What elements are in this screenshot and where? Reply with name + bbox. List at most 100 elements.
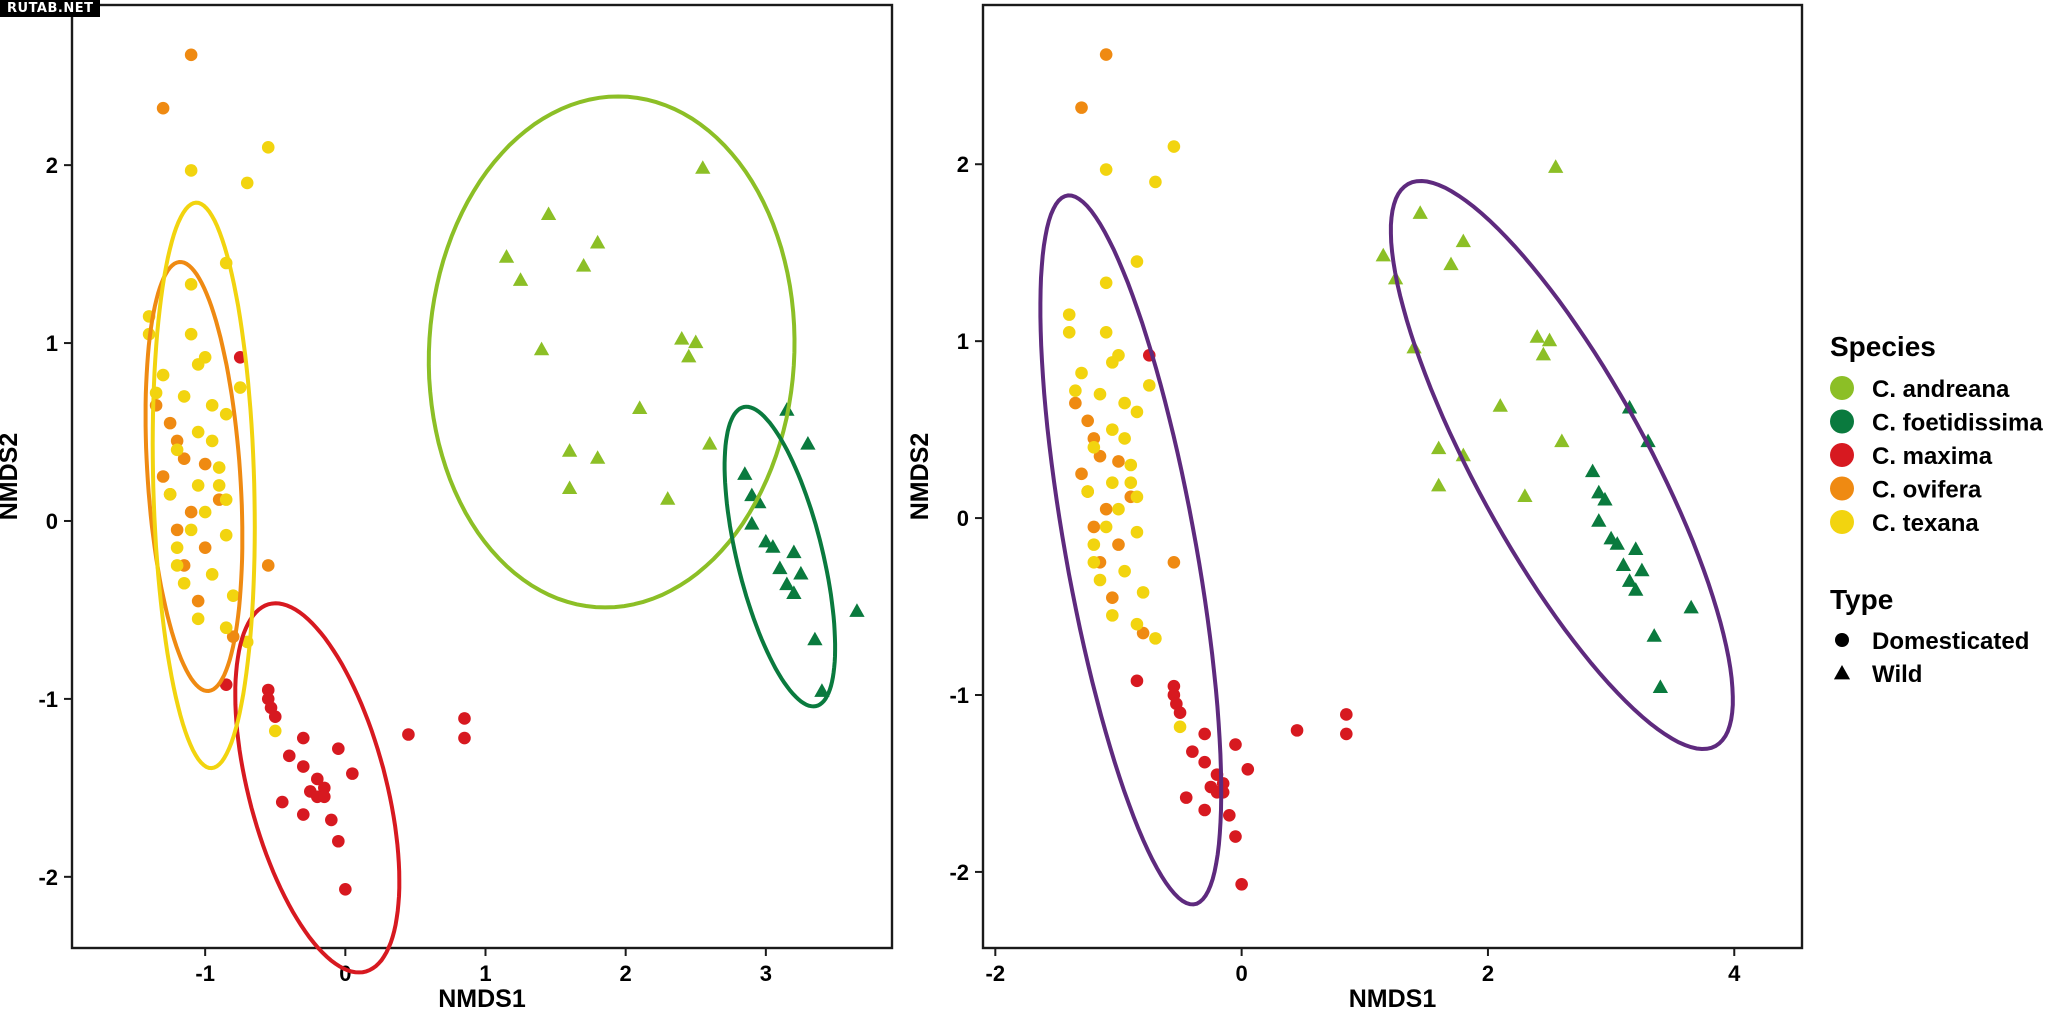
point-c-foetidissima-wild bbox=[1597, 491, 1613, 506]
point-c-texana-domesticated bbox=[1130, 525, 1144, 539]
point-c-texana-domesticated bbox=[184, 278, 198, 291]
point-c-texana-domesticated bbox=[184, 164, 198, 177]
point-c-texana-domesticated bbox=[1081, 485, 1094, 498]
point-c-texana-domesticated bbox=[1106, 609, 1119, 622]
ellipses-layer bbox=[1038, 178, 1735, 907]
point-c-texana-domesticated bbox=[1075, 366, 1088, 380]
point-c-texana-domesticated bbox=[205, 568, 219, 581]
point-c-texana-domesticated bbox=[268, 724, 282, 738]
legend-key-wild bbox=[1833, 665, 1851, 680]
point-c-texana-domesticated bbox=[1087, 441, 1101, 454]
y-tick-label: 0 bbox=[957, 506, 969, 531]
point-c-andreana-wild bbox=[702, 435, 718, 450]
point-c-texana-domesticated bbox=[1069, 384, 1082, 397]
point-c-andreana-wild bbox=[681, 348, 697, 363]
point-c-maxima-domesticated bbox=[332, 834, 345, 848]
y-tick-label: 1 bbox=[957, 329, 969, 354]
panel-border bbox=[70, 3, 894, 950]
point-c-foetidissima-wild bbox=[849, 603, 865, 617]
point-c-texana-domesticated bbox=[191, 358, 205, 371]
point-c-maxima-domesticated bbox=[458, 712, 471, 725]
points-layer bbox=[1062, 48, 1699, 891]
x-tick-label: 2 bbox=[620, 961, 632, 986]
y-tick-label: -2 bbox=[38, 865, 58, 890]
point-c-texana-domesticated bbox=[1087, 538, 1101, 551]
legend-label-c-andreana: C. andreana bbox=[1872, 376, 2010, 403]
legend-label-domesticated: Domesticated bbox=[1872, 628, 2029, 655]
point-c-maxima-domesticated bbox=[1223, 809, 1236, 822]
point-c-ovifera-domesticated bbox=[1087, 432, 1101, 445]
y-tick-label: -1 bbox=[38, 687, 58, 712]
x-tick-label: 0 bbox=[339, 961, 351, 986]
legend-label-c-texana: C. texana bbox=[1872, 510, 1979, 537]
point-c-andreana-wild bbox=[1443, 256, 1459, 271]
point-c-ovifera-domesticated bbox=[1106, 591, 1119, 604]
point-c-foetidissima-wild bbox=[793, 565, 809, 580]
point-c-maxima-domesticated bbox=[296, 731, 310, 745]
point-c-texana-domesticated bbox=[205, 434, 219, 448]
point-c-andreana-wild bbox=[540, 206, 557, 221]
point-c-texana-domesticated bbox=[170, 559, 184, 572]
y-tick-label: 2 bbox=[957, 152, 969, 177]
point-c-texana-domesticated bbox=[1118, 396, 1131, 410]
point-c-texana-domesticated bbox=[1093, 573, 1107, 587]
ellipse-domesticated bbox=[1038, 193, 1224, 907]
point-c-andreana-wild bbox=[1529, 329, 1545, 343]
point-c-maxima-domesticated bbox=[458, 731, 471, 745]
point-c-ovifera-domesticated bbox=[1081, 414, 1094, 428]
point-c-texana-domesticated bbox=[184, 523, 198, 537]
y-tick-label: 1 bbox=[46, 331, 58, 356]
point-c-foetidissima-wild bbox=[814, 683, 830, 697]
point-c-maxima-domesticated bbox=[1340, 708, 1353, 721]
point-c-texana-domesticated bbox=[1118, 432, 1131, 445]
point-c-texana-domesticated bbox=[170, 541, 184, 554]
point-c-maxima-domesticated bbox=[275, 795, 289, 809]
point-c-texana-domesticated bbox=[1093, 387, 1107, 401]
point-c-andreana-wild bbox=[632, 400, 648, 414]
point-c-foetidissima-wild bbox=[1683, 599, 1699, 614]
point-c-ovifera-domesticated bbox=[1099, 502, 1113, 516]
ellipse-wild bbox=[1388, 178, 1735, 752]
point-c-foetidissima-wild bbox=[1646, 628, 1662, 642]
point-c-foetidissima-wild bbox=[779, 576, 795, 591]
point-c-texana-domesticated bbox=[1149, 632, 1162, 645]
point-c-texana-domesticated bbox=[1173, 720, 1187, 734]
point-c-texana-domesticated bbox=[156, 368, 170, 382]
legend-type-title: Type bbox=[1830, 584, 1893, 615]
point-c-texana-domesticated bbox=[1062, 308, 1076, 321]
point-c-maxima-domesticated bbox=[296, 760, 310, 773]
point-c-andreana-wild bbox=[589, 234, 606, 249]
point-c-texana-domesticated bbox=[233, 381, 247, 394]
point-c-maxima-domesticated bbox=[219, 678, 233, 691]
point-c-andreana-wild bbox=[1412, 205, 1428, 219]
ellipse-c-maxima bbox=[233, 601, 402, 975]
point-c-ovifera-domesticated bbox=[170, 434, 184, 448]
legend-key-c-maxima bbox=[1830, 443, 1854, 467]
point-c-maxima-domesticated bbox=[1130, 674, 1144, 688]
point-c-maxima-domesticated bbox=[1290, 724, 1304, 737]
point-c-maxima-domesticated bbox=[1167, 679, 1181, 693]
point-c-andreana-wild bbox=[1535, 346, 1552, 361]
point-c-andreana-wild bbox=[561, 443, 578, 457]
point-c-texana-domesticated bbox=[1106, 423, 1119, 436]
x-tick-label: 4 bbox=[1728, 961, 1741, 986]
point-c-maxima-domesticated bbox=[1229, 830, 1242, 843]
point-c-foetidissima-wild bbox=[1634, 562, 1650, 577]
point-c-foetidissima-wild bbox=[1584, 463, 1601, 478]
legend-species-title: Species bbox=[1830, 331, 1936, 362]
point-c-maxima-domesticated bbox=[1186, 745, 1199, 758]
point-c-texana-domesticated bbox=[1118, 564, 1131, 578]
point-c-maxima-domesticated bbox=[1198, 755, 1211, 769]
point-c-foetidissima-wild bbox=[800, 435, 816, 450]
y-tick-label: 0 bbox=[46, 509, 58, 534]
point-c-ovifera-domesticated bbox=[198, 541, 212, 554]
point-c-maxima-domesticated bbox=[1241, 763, 1255, 776]
point-c-foetidissima-wild bbox=[1628, 541, 1644, 556]
point-c-texana-domesticated bbox=[219, 528, 233, 542]
ellipses-layer bbox=[143, 94, 838, 975]
panel-border bbox=[981, 3, 1804, 950]
point-c-texana-domesticated bbox=[177, 390, 191, 403]
point-c-maxima-domesticated bbox=[310, 772, 324, 786]
point-c-foetidissima-wild bbox=[786, 585, 802, 600]
